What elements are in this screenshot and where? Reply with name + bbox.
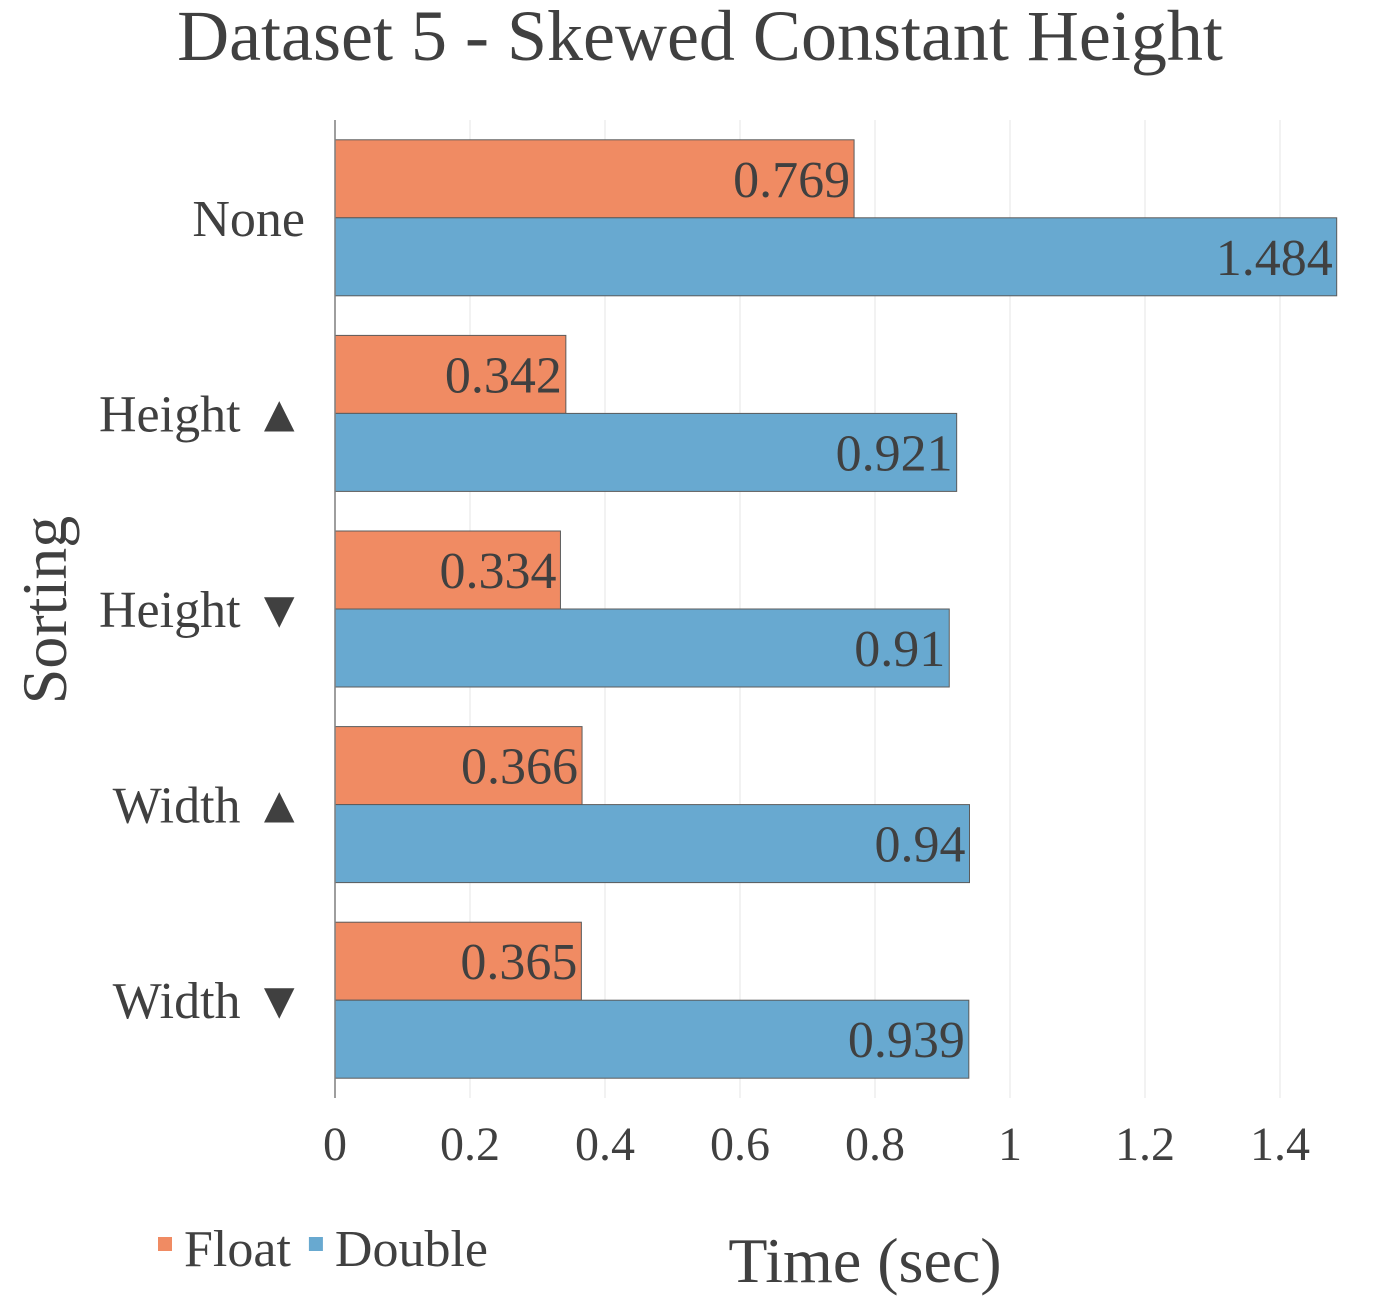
data-label-float: 0.769	[733, 152, 850, 209]
x-tick-label: 0.6	[710, 1118, 770, 1171]
data-label-double: 0.94	[875, 817, 966, 874]
data-label-float: 0.342	[445, 347, 562, 404]
category-label: Width ▼	[113, 973, 305, 1030]
bar-double	[334, 217, 1338, 297]
category-label: Width ▲	[113, 778, 305, 835]
legend-label-float: Float	[184, 1221, 291, 1278]
bar-double	[334, 804, 970, 884]
bar-float	[334, 334, 567, 414]
bar-double	[334, 412, 958, 492]
x-tick-label: 0.2	[440, 1118, 500, 1171]
legend-swatch-double	[308, 1237, 323, 1251]
category-label: None	[192, 191, 305, 248]
chart-title: Dataset 5 - Skewed Constant Height	[177, 0, 1223, 76]
data-label-double: 0.939	[848, 1012, 965, 1069]
y-axis-title: Sorting	[9, 516, 80, 704]
bar-float	[334, 530, 561, 610]
data-label-float: 0.366	[461, 739, 578, 796]
bar-double	[334, 608, 950, 688]
data-label-float: 0.365	[460, 934, 577, 991]
x-axis-title: Time (sec)	[728, 1225, 1001, 1296]
category-label: Height ▼	[99, 582, 305, 639]
bars	[334, 139, 1338, 1079]
x-tick-label: 1	[998, 1118, 1022, 1171]
data-label-double: 0.921	[836, 425, 953, 482]
data-label-float: 0.334	[439, 543, 556, 600]
data-label-double: 1.484	[1216, 230, 1333, 287]
x-tick-label: 0	[323, 1118, 347, 1171]
legend-label-double: Double	[335, 1221, 488, 1278]
category-label: Height ▲	[99, 386, 305, 443]
x-tick-label: 0.4	[575, 1118, 635, 1171]
category-labels: None Height ▲ Height ▼ Width ▲ Width ▼	[99, 191, 305, 1030]
data-label-double: 0.91	[854, 621, 945, 678]
bar-float	[334, 726, 583, 806]
legend-swatch-float	[158, 1237, 172, 1251]
data-labels: 0.769 1.484 0.342 0.921 0.334 0.91 0.366 0.94 0.…	[439, 152, 1332, 1069]
bar-double	[334, 999, 970, 1079]
x-tick-label: 1.2	[1115, 1118, 1175, 1171]
x-tick-label: 0.8	[845, 1118, 905, 1171]
legend: Float Double	[158, 1221, 488, 1278]
x-tick-label: 1.4	[1250, 1118, 1310, 1171]
x-tick-labels: 0 0.2 0.4 0.6 0.8 1 1.2 1.4	[323, 1118, 1310, 1171]
